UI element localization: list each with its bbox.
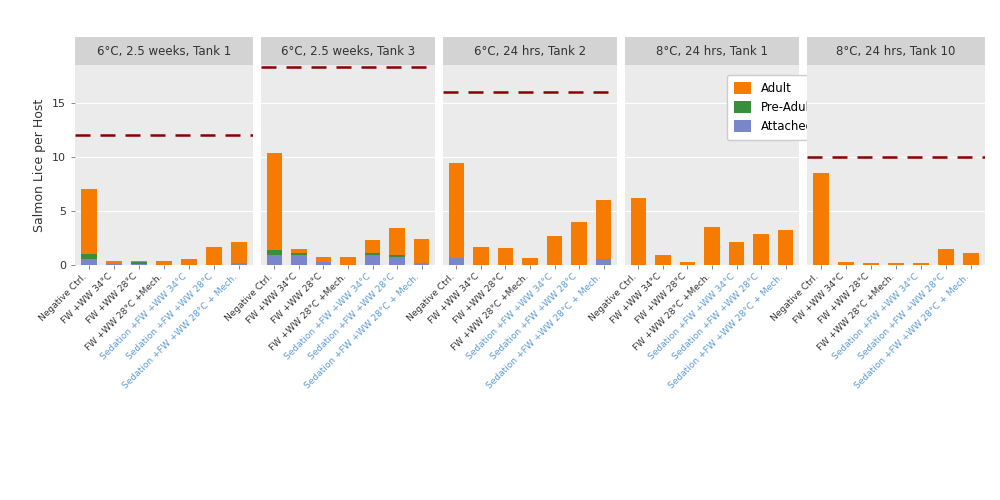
Bar [267, 256, 282, 265]
Text: 8°C, 24 hrs, Tank 10: 8°C, 24 hrs, Tank 10 [836, 45, 956, 58]
Bar [547, 236, 562, 265]
Bar [449, 163, 464, 258]
Bar [498, 248, 513, 265]
Bar [414, 264, 429, 265]
Bar [863, 264, 879, 265]
Bar [131, 264, 147, 265]
Bar [655, 256, 671, 265]
Bar [838, 262, 854, 265]
Bar [631, 198, 646, 265]
Text: 6°C, 2.5 weeks, Tank 1: 6°C, 2.5 weeks, Tank 1 [97, 45, 231, 58]
Bar [131, 260, 147, 262]
Bar [389, 257, 405, 265]
Bar [131, 262, 147, 264]
Bar [963, 253, 979, 265]
Bar [267, 152, 282, 250]
Text: 8°C, 24 hrs, Tank 1: 8°C, 24 hrs, Tank 1 [656, 45, 768, 58]
Bar [365, 240, 380, 253]
Text: 6°C, 2.5 weeks, Tank 3: 6°C, 2.5 weeks, Tank 3 [281, 45, 415, 58]
Bar [729, 242, 744, 265]
Bar [231, 242, 247, 264]
Bar [473, 246, 489, 265]
Bar [389, 256, 405, 257]
Bar [81, 259, 97, 265]
Bar [704, 227, 720, 265]
Bar [181, 259, 197, 265]
Bar [81, 254, 97, 259]
Bar [938, 249, 954, 265]
Bar [316, 258, 331, 262]
Bar [106, 260, 122, 264]
Bar [913, 264, 929, 265]
Bar [206, 247, 222, 265]
Bar [291, 250, 307, 253]
Bar [596, 200, 611, 259]
Bar [414, 238, 429, 264]
Bar [571, 222, 587, 265]
Bar [596, 259, 611, 265]
Text: 6°C, 24 hrs, Tank 2: 6°C, 24 hrs, Tank 2 [474, 45, 586, 58]
Bar [680, 262, 695, 265]
Bar [813, 173, 829, 265]
Bar [291, 253, 307, 256]
Legend: Adult, Pre-Adult, Attached: Adult, Pre-Adult, Attached [727, 75, 822, 140]
Bar [340, 257, 356, 265]
Bar [389, 228, 405, 256]
Bar [316, 262, 331, 265]
Bar [81, 190, 97, 254]
Bar [888, 264, 904, 265]
Bar [291, 256, 307, 265]
Bar [522, 258, 538, 265]
Y-axis label: Salmon Lice per Host: Salmon Lice per Host [33, 98, 46, 232]
Bar [753, 234, 769, 265]
Bar [267, 250, 282, 256]
Bar [365, 253, 380, 256]
Bar [365, 256, 380, 265]
Bar [106, 264, 122, 265]
Bar [156, 260, 172, 265]
Bar [778, 230, 793, 265]
Bar [231, 264, 247, 265]
Bar [449, 258, 464, 265]
